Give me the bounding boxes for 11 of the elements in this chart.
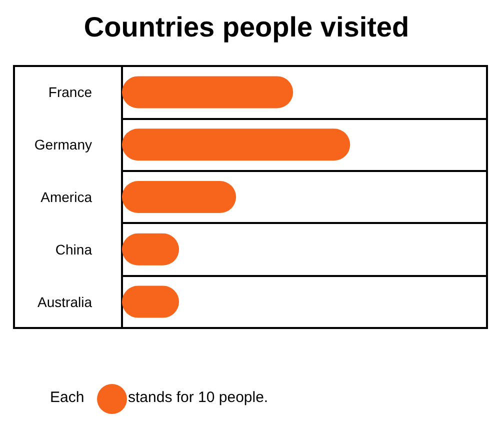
- text: stands for 10 people.: [128, 389, 268, 406]
- y-tick-label: China: [55, 241, 92, 258]
- text: Each: [50, 389, 84, 406]
- chart-title: Countries people visited: [84, 12, 410, 42]
- y-tick-label: America: [40, 189, 92, 205]
- y-tick-label: France: [48, 84, 92, 100]
- y-tick-label: Germany: [34, 136, 92, 153]
- bar: [122, 128, 350, 161]
- y-tick-label: Australia: [38, 294, 92, 310]
- bar: [122, 181, 236, 213]
- bar: [122, 76, 294, 108]
